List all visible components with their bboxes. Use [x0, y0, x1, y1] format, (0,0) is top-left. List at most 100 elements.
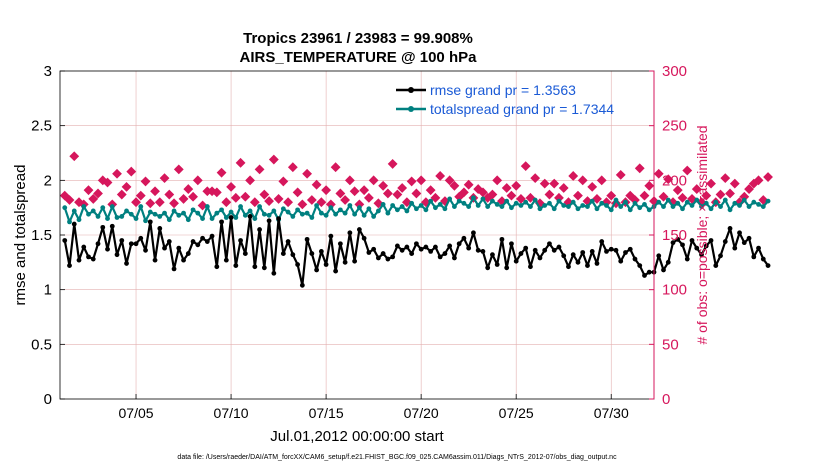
rmse-point	[128, 241, 134, 247]
obs-count-point	[744, 184, 754, 194]
obs-count-point	[658, 191, 669, 202]
totalspread-point	[71, 208, 77, 214]
rmse-point	[71, 221, 77, 227]
chart-title-line-1: Tropics 23961 / 23983 = 99.908%	[243, 30, 473, 47]
rmse-point	[90, 256, 96, 262]
rmse-point	[414, 241, 419, 247]
obs-count-point	[625, 190, 636, 201]
rmse-point	[618, 258, 624, 264]
totalspread-point	[81, 204, 87, 209]
obs-count-point	[230, 192, 241, 203]
obs-count-point	[240, 191, 251, 202]
totalspread-point	[242, 212, 248, 218]
totalspread-point	[561, 203, 567, 208]
obs-count-point	[159, 173, 170, 184]
obs-count-point	[449, 180, 460, 191]
rmse-point	[375, 255, 381, 261]
y-right-tick-label: 100	[662, 282, 687, 299]
rmse-point	[261, 265, 267, 271]
totalspread-point	[713, 199, 719, 205]
totalspread-point	[162, 210, 167, 216]
rmse-point	[594, 261, 600, 266]
rmse-point	[433, 244, 438, 250]
rmse-point	[242, 251, 248, 256]
rmse-point	[166, 239, 172, 244]
totalspread-point	[157, 214, 163, 219]
obs-count-point	[672, 185, 683, 196]
rmse-point	[570, 252, 576, 258]
rmse-point	[713, 263, 719, 269]
obs-count-point	[216, 167, 227, 178]
x-tick-label: 07/10	[214, 405, 249, 421]
rmse-point	[314, 267, 320, 273]
rmse-point	[475, 247, 481, 253]
rmse-point	[337, 241, 343, 247]
rmse-point	[257, 227, 262, 232]
obs-count-point	[145, 198, 156, 209]
obs-count-point	[112, 168, 122, 179]
totalspread-point	[314, 203, 320, 208]
obs-count-point	[211, 187, 222, 198]
totalspread-point	[361, 212, 367, 218]
rmse-point	[418, 246, 424, 252]
totalspread-point	[703, 200, 709, 206]
x-tick-label: 07/05	[119, 405, 154, 421]
totalspread-point	[414, 206, 419, 212]
obs-count-point	[691, 184, 702, 194]
totalspread-point	[409, 200, 415, 206]
obs-count-point	[411, 188, 422, 199]
y-axis-right-label: # of obs: o=possible; ×=assimilated	[694, 125, 710, 344]
totalspread-point	[219, 207, 224, 213]
obs-count-point	[725, 188, 735, 199]
totalspread-point	[518, 203, 524, 208]
obs-count-point	[753, 175, 764, 186]
rmse-point	[471, 230, 476, 236]
obs-count-point	[387, 159, 398, 169]
y-left-tick-label: 3	[44, 63, 52, 80]
obs-count-point	[83, 185, 94, 196]
obs-count-point	[178, 194, 189, 204]
y-left-tick-label: 2.5	[31, 118, 52, 135]
y-left-tick-label: 1	[44, 282, 52, 299]
legend-marker-rmse	[408, 87, 414, 93]
totalspread-point	[119, 214, 125, 219]
totalspread-point	[176, 212, 182, 218]
rmse-point	[656, 253, 662, 259]
rmse-point	[219, 219, 224, 225]
totalspread-point	[523, 199, 529, 205]
rmse-point	[181, 257, 186, 263]
rmse-point	[485, 265, 491, 271]
totalspread-point	[718, 204, 723, 209]
obs-count-point	[596, 175, 607, 186]
obs-count-point	[706, 178, 716, 189]
rmse-point	[299, 282, 305, 288]
totalspread-point	[138, 204, 144, 209]
obs-count-point	[302, 168, 313, 179]
obs-count-point	[463, 179, 474, 190]
rmse-point	[109, 223, 115, 229]
rmse-point	[513, 258, 519, 264]
totalspread-point	[765, 198, 771, 204]
totalspread-point	[528, 204, 533, 209]
rmse-point	[105, 246, 110, 252]
y-left-tick-label: 2	[44, 172, 52, 189]
rmse-point	[95, 241, 101, 247]
rmse-point	[280, 251, 286, 256]
rmse-point	[456, 241, 462, 247]
totalspread-point	[86, 211, 91, 217]
footnote: data file: /Users/raeder/DAI/ATM_forcXX/…	[177, 454, 617, 461]
obs-count-point	[373, 198, 384, 209]
totalspread-point	[632, 200, 638, 206]
totalspread-point	[128, 211, 134, 217]
rmse-point	[551, 247, 557, 253]
obs-count-point	[116, 189, 127, 200]
totalspread-point	[760, 204, 766, 209]
totalspread-point	[608, 207, 614, 213]
obs-count-point	[316, 197, 327, 208]
rmse-point	[366, 250, 372, 255]
totalspread-point	[423, 207, 429, 213]
rmse-point	[751, 254, 757, 260]
rmse-point	[627, 246, 633, 252]
rmse-point	[760, 256, 766, 262]
rmse-point	[665, 259, 671, 265]
